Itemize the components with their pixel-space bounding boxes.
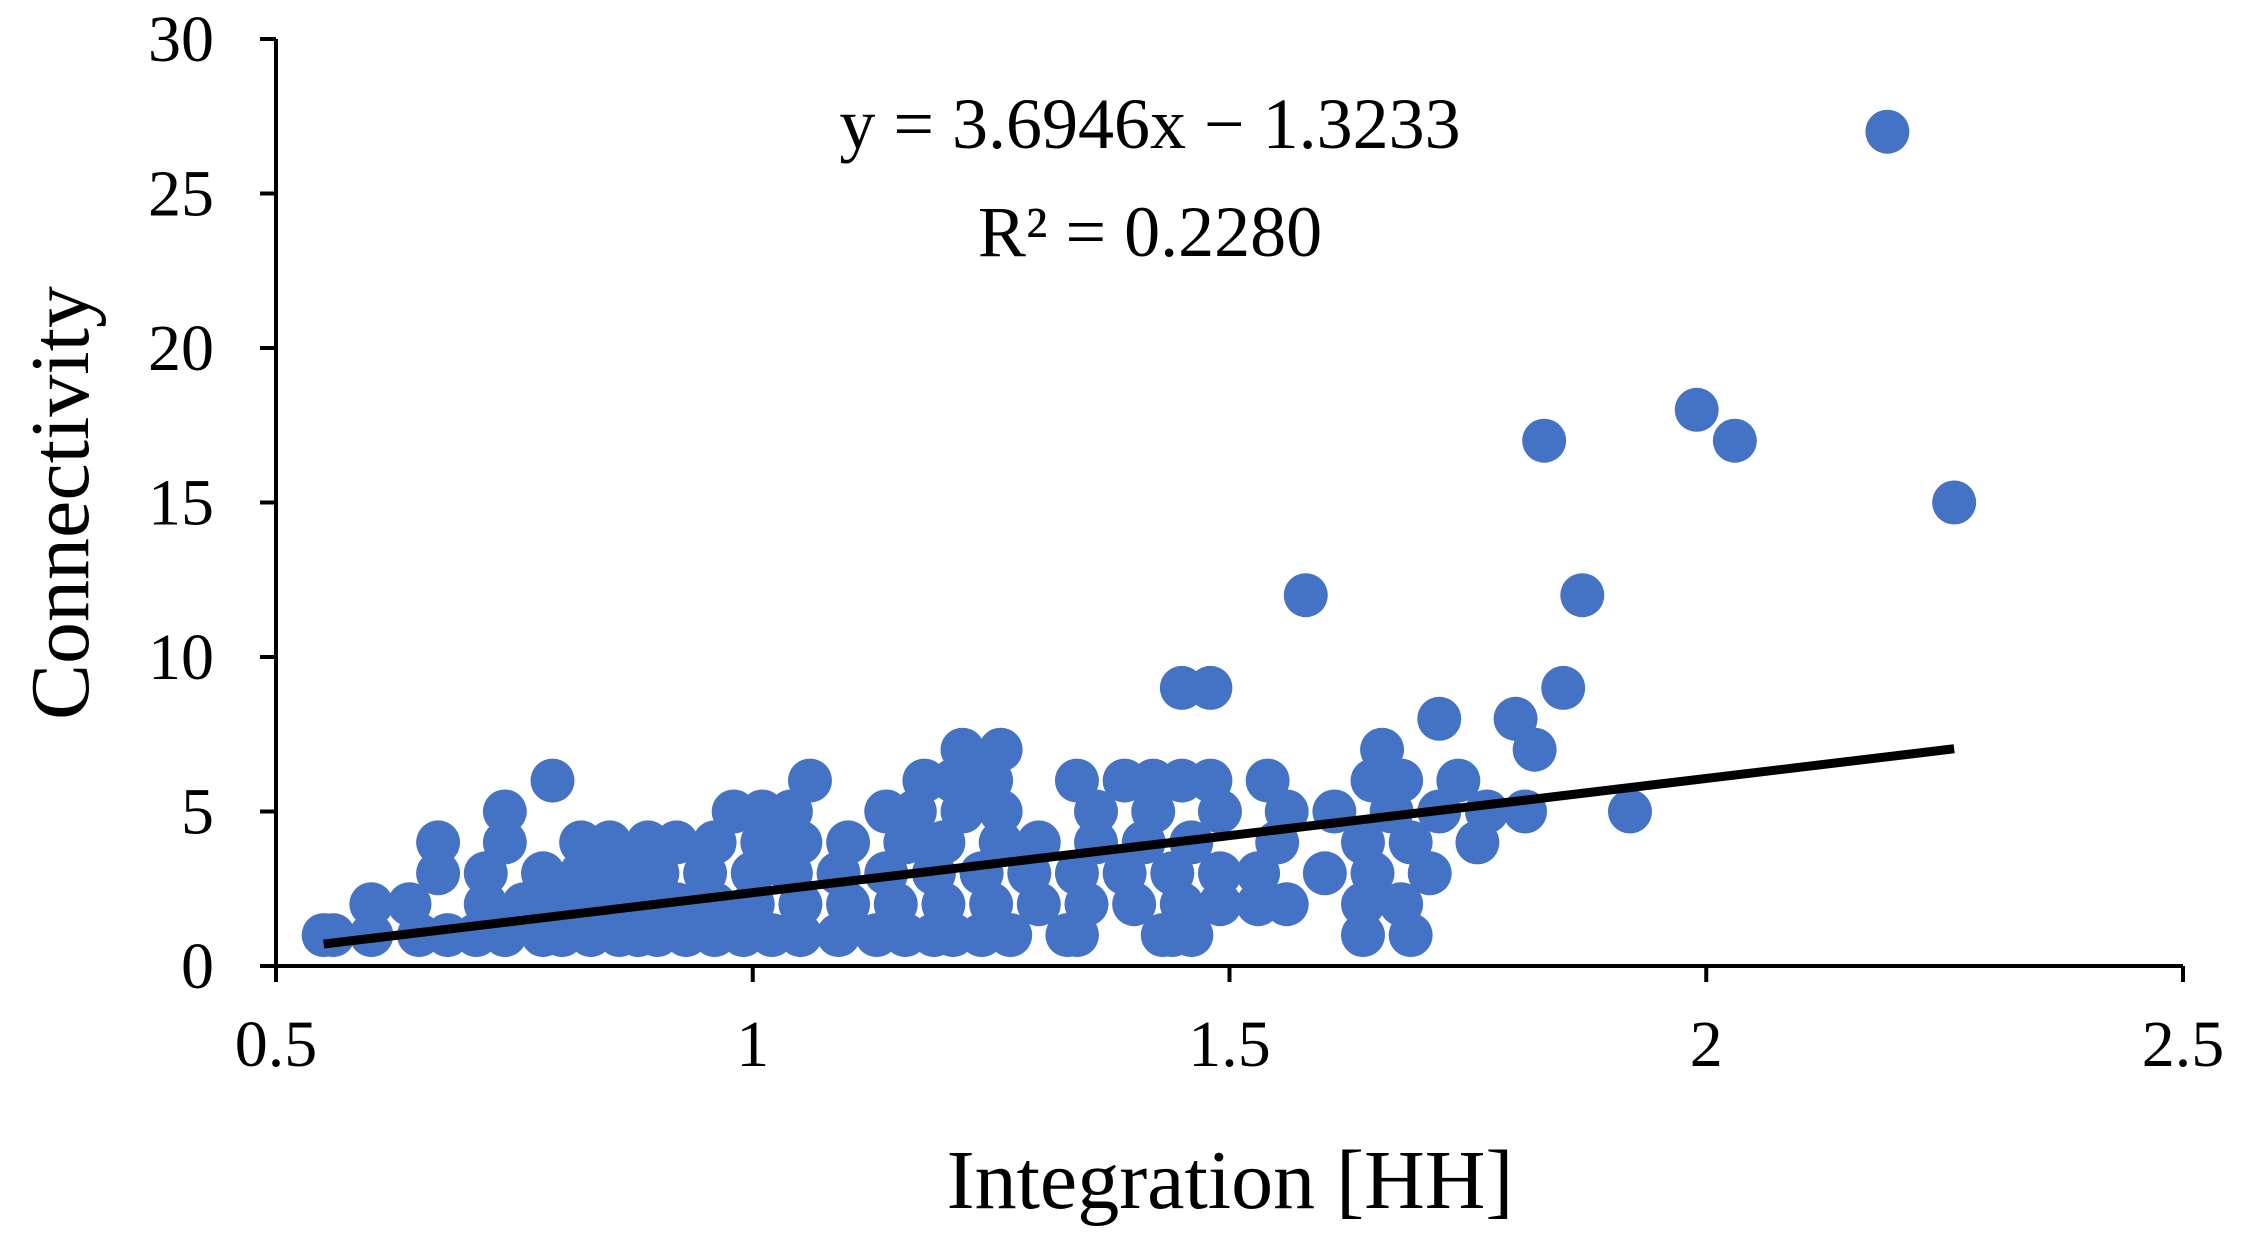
point [520,851,565,896]
x-axis-title: Integration [HH] [947,1134,1514,1227]
point [587,820,632,865]
point [1360,727,1405,772]
point [482,820,527,865]
y-tick-label: 25 [148,158,214,231]
point [1560,573,1605,618]
point [349,882,394,927]
trendline [323,744,1955,949]
y-tick-label: 15 [148,467,214,540]
point [1712,418,1757,463]
point [1607,789,1652,834]
x-tick-label: 1.5 [1188,1008,1271,1081]
point [787,758,832,803]
point [416,820,461,865]
point [1674,387,1719,432]
point [1436,758,1481,803]
x-tick-label: 2.5 [2142,1008,2225,1081]
point [778,913,823,958]
point [940,727,985,772]
point [1417,696,1462,741]
y-axis-title: Connectivity [14,286,107,720]
point [978,820,1023,865]
y-tick-label: 10 [148,621,214,694]
y-tick-label: 5 [181,776,214,849]
point [1493,696,1538,741]
point [1865,109,1910,154]
point [978,727,1023,772]
x-tick-label: 1 [736,1008,769,1081]
point [1197,882,1242,927]
point [1283,573,1328,618]
x-tick-label: 2 [1690,1008,1723,1081]
point [1340,820,1385,865]
y-tick-label: 0 [181,930,214,1003]
point [1054,758,1099,803]
point [826,820,871,865]
point [1541,665,1586,710]
point [1302,851,1347,896]
point [311,913,356,958]
point [1188,665,1233,710]
y-tick-label: 20 [148,312,214,385]
point [1340,913,1385,958]
r-squared: R² = 0.2280 [978,192,1322,272]
point [740,820,785,865]
x-tick-label: 0.5 [235,1008,318,1081]
point [416,851,461,896]
point [1264,882,1309,927]
point [1188,758,1233,803]
point [1522,418,1567,463]
point [530,758,575,803]
point [654,820,699,865]
point [387,882,432,927]
equation: y = 3.6946x − 1.3233 [839,84,1460,164]
point [1379,882,1424,927]
point [1131,789,1176,834]
point [1245,758,1290,803]
point [559,851,604,896]
y-tick-label: 30 [148,3,214,76]
point [482,789,527,834]
point [1932,480,1977,525]
point [463,882,508,927]
point [1197,851,1242,896]
